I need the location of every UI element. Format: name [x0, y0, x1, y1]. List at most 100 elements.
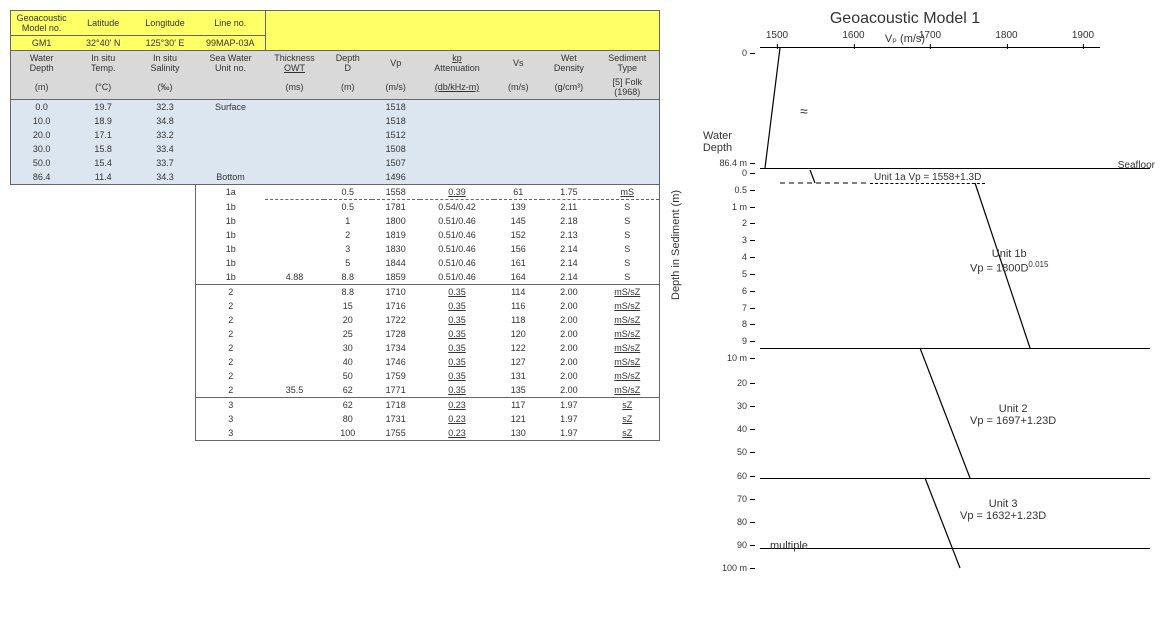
cell [72, 412, 134, 426]
ytick: 40 [690, 424, 755, 434]
h1-modelno: GeoacousticModel no. [11, 11, 73, 36]
chart-panel: Geoacoustic Model 1 Vₚ (m/s) WaterDepth … [690, 10, 1120, 588]
cell: Bottom [196, 170, 265, 185]
cell: mS/sZ [596, 341, 660, 355]
cell: S [596, 270, 660, 285]
cell: 62 [324, 383, 372, 398]
col-vs: Vs [494, 51, 542, 76]
unit3-label: Unit 3 Vp = 1632+1.23D [960, 498, 1046, 522]
cell: 2.14 [542, 270, 595, 285]
cell: 3 [196, 412, 265, 426]
cell: 35.5 [265, 383, 324, 398]
ytick: 6 [690, 286, 755, 296]
cell: 122 [494, 341, 542, 355]
cell [265, 355, 324, 369]
cell [72, 369, 134, 383]
cell [11, 228, 73, 242]
cell [72, 327, 134, 341]
cell: mS/sZ [596, 355, 660, 369]
cell [11, 412, 73, 426]
cell: 1.75 [542, 185, 595, 200]
cell: 135 [494, 383, 542, 398]
cell [420, 114, 495, 128]
cell [265, 256, 324, 270]
cell [11, 341, 73, 355]
cell: 1722 [372, 313, 420, 327]
chart-title: Geoacoustic Model 1 [690, 10, 1120, 28]
cell [196, 156, 265, 170]
cell: mS/sZ [596, 383, 660, 398]
cell: 161 [494, 256, 542, 270]
cell [134, 242, 196, 256]
cell: 120 [494, 327, 542, 341]
xtick: 1600 [842, 30, 864, 41]
cell: 80 [324, 412, 372, 426]
cell [196, 128, 265, 142]
cell: S [596, 200, 660, 215]
u-folk: [5] Folk(1968) [596, 75, 660, 100]
cell: 1b [196, 200, 265, 215]
cell [596, 128, 660, 142]
cell: 0.35 [420, 355, 495, 369]
cell: 50.0 [11, 156, 73, 170]
unit1b-label: Unit 1b Vp = 1800D0.015 [970, 248, 1048, 275]
cell: mS/sZ [596, 285, 660, 300]
cell [72, 398, 134, 413]
cell: S [596, 242, 660, 256]
xtick: 1700 [919, 30, 941, 41]
cell [134, 341, 196, 355]
col-density: WetDensity [542, 51, 595, 76]
cell [265, 200, 324, 215]
cell [72, 313, 134, 327]
v-modelno: GM1 [11, 36, 73, 51]
cell [265, 341, 324, 355]
multiple-line [760, 548, 1150, 549]
cell [596, 114, 660, 128]
cell [11, 313, 73, 327]
cell [134, 285, 196, 300]
cell [265, 398, 324, 413]
cell [134, 383, 196, 398]
cell: 1844 [372, 256, 420, 270]
h1-line: Line no. [196, 11, 265, 36]
cell: S [596, 228, 660, 242]
col-depth: DepthD [324, 51, 372, 76]
cell: 2.00 [542, 383, 595, 398]
cell: 0.51/0.46 [420, 270, 495, 285]
cell [134, 228, 196, 242]
ytick: 100 m [690, 563, 755, 573]
cell [11, 383, 73, 398]
cell [134, 299, 196, 313]
cell: 118 [494, 313, 542, 327]
cell: 2.00 [542, 327, 595, 341]
seafloor-line [760, 168, 1150, 169]
cell: 0.51/0.46 [420, 228, 495, 242]
cell: 1b [196, 214, 265, 228]
col-owt: ThicknessOWT [265, 51, 324, 76]
ytick: 10 m [690, 353, 755, 363]
cell [134, 185, 196, 200]
cell [11, 185, 73, 200]
cell: 2.00 [542, 341, 595, 355]
vp-profile [760, 48, 1100, 588]
cell: 156 [494, 242, 542, 256]
cell: 1b [196, 242, 265, 256]
geoacoustic-table: GeoacousticModel no. Latitude Longitude … [10, 10, 660, 441]
cell [134, 327, 196, 341]
u-mps: (m/s) [372, 75, 420, 100]
cell [494, 128, 542, 142]
v-line: 99MAP-03A [196, 36, 265, 51]
cell: 0.23 [420, 412, 495, 426]
cell: Surface [196, 100, 265, 115]
cell [420, 128, 495, 142]
cell [72, 200, 134, 215]
cell [11, 200, 73, 215]
cell: 1759 [372, 369, 420, 383]
cell [494, 156, 542, 170]
cell: 33.2 [134, 128, 196, 142]
cell [134, 214, 196, 228]
ytick: 1 m [690, 202, 755, 212]
cell: 86.4 [11, 170, 73, 185]
cell [72, 242, 134, 256]
cell [196, 114, 265, 128]
